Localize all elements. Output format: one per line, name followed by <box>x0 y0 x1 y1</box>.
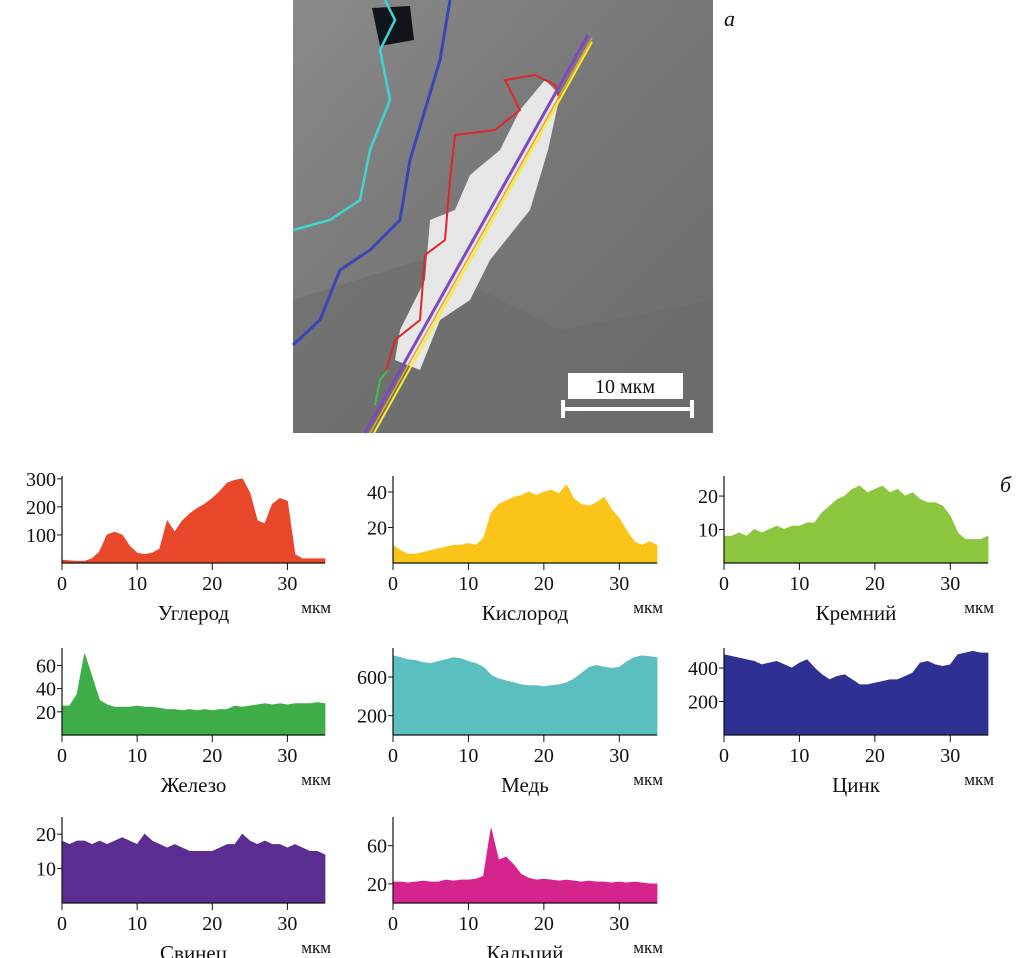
x-tick-label: 0 <box>57 913 67 935</box>
x-tick-label: 10 <box>789 745 809 767</box>
x-tick-label: 30 <box>277 913 297 935</box>
y-tick-label: 100 <box>26 525 56 547</box>
x-tick-label: 20 <box>202 573 222 595</box>
chart-title: Свинец <box>160 941 227 958</box>
x-tick-label: 10 <box>127 573 147 595</box>
x-tick-label: 30 <box>277 745 297 767</box>
area <box>61 833 326 904</box>
chart-title: Углерод <box>158 601 230 625</box>
x-tick-label: 0 <box>388 573 398 595</box>
y-tick-label: 400 <box>688 658 718 680</box>
x-axis-label: мкм <box>301 770 331 789</box>
x-tick-label: 20 <box>534 913 554 935</box>
y-tick-label: 20 <box>698 486 718 508</box>
x-tick-label: 30 <box>940 573 960 595</box>
x-tick-label: 20 <box>865 745 885 767</box>
area <box>61 653 326 736</box>
x-tick-label: 10 <box>458 573 478 595</box>
x-tick-label: 0 <box>57 573 67 595</box>
sem-image: 10 мкм <box>291 0 713 434</box>
area <box>392 655 658 736</box>
x-tick-label: 10 <box>127 745 147 767</box>
panel-label: а <box>724 6 735 31</box>
y-tick-label: 20 <box>36 824 56 846</box>
x-axis-label: мкм <box>301 938 331 957</box>
y-tick-label: 40 <box>367 482 387 504</box>
x-axis-label: мкм <box>301 598 331 617</box>
area <box>723 485 989 564</box>
x-tick-label: 0 <box>388 913 398 935</box>
x-axis-label: мкм <box>633 770 663 789</box>
x-tick-label: 20 <box>534 745 554 767</box>
x-tick-label: 0 <box>57 745 67 767</box>
x-tick-label: 0 <box>719 745 729 767</box>
x-tick-label: 10 <box>458 745 478 767</box>
x-tick-label: 30 <box>940 745 960 767</box>
chart-title: Кремний <box>816 601 897 625</box>
chart-title: Медь <box>501 773 549 797</box>
x-tick-label: 20 <box>534 573 554 595</box>
x-axis-label: мкм <box>633 938 663 957</box>
x-tick-label: 20 <box>202 913 222 935</box>
x-tick-label: 0 <box>719 573 729 595</box>
y-tick-label: 200 <box>26 497 56 519</box>
y-tick-label: 40 <box>36 679 56 701</box>
x-tick-label: 20 <box>202 745 222 767</box>
y-tick-label: 20 <box>367 517 387 539</box>
x-tick-label: 20 <box>865 573 885 595</box>
y-tick-label: 200 <box>357 706 387 728</box>
chart-title: Железо <box>161 773 227 797</box>
y-tick-label: 200 <box>688 692 718 714</box>
area <box>392 828 658 904</box>
area <box>392 484 658 564</box>
x-axis-label: мкм <box>633 598 663 617</box>
x-tick-label: 30 <box>609 573 629 595</box>
x-tick-label: 10 <box>127 913 147 935</box>
y-tick-label: 10 <box>698 520 718 542</box>
panel-label: б <box>1000 472 1012 497</box>
x-tick-label: 30 <box>609 913 629 935</box>
x-tick-label: 0 <box>388 745 398 767</box>
x-tick-label: 10 <box>458 913 478 935</box>
x-axis-label: мкм <box>964 598 994 617</box>
x-tick-label: 30 <box>277 573 297 595</box>
area <box>61 478 326 564</box>
chart-title: Кислород <box>482 601 569 625</box>
y-tick-label: 60 <box>367 836 387 858</box>
y-tick-label: 600 <box>357 667 387 689</box>
area <box>723 650 989 736</box>
y-tick-label: 300 <box>26 469 56 491</box>
x-tick-label: 30 <box>609 745 629 767</box>
scale-bar-label: 10 мкм <box>595 376 655 398</box>
x-axis-label: мкм <box>964 770 994 789</box>
y-tick-label: 20 <box>36 702 56 724</box>
x-tick-label: 10 <box>789 573 809 595</box>
y-tick-label: 20 <box>367 874 387 896</box>
chart-title: Цинк <box>832 773 881 797</box>
y-tick-label: 60 <box>36 655 56 677</box>
chart-title: Кальций <box>486 941 563 958</box>
y-tick-label: 10 <box>36 859 56 881</box>
